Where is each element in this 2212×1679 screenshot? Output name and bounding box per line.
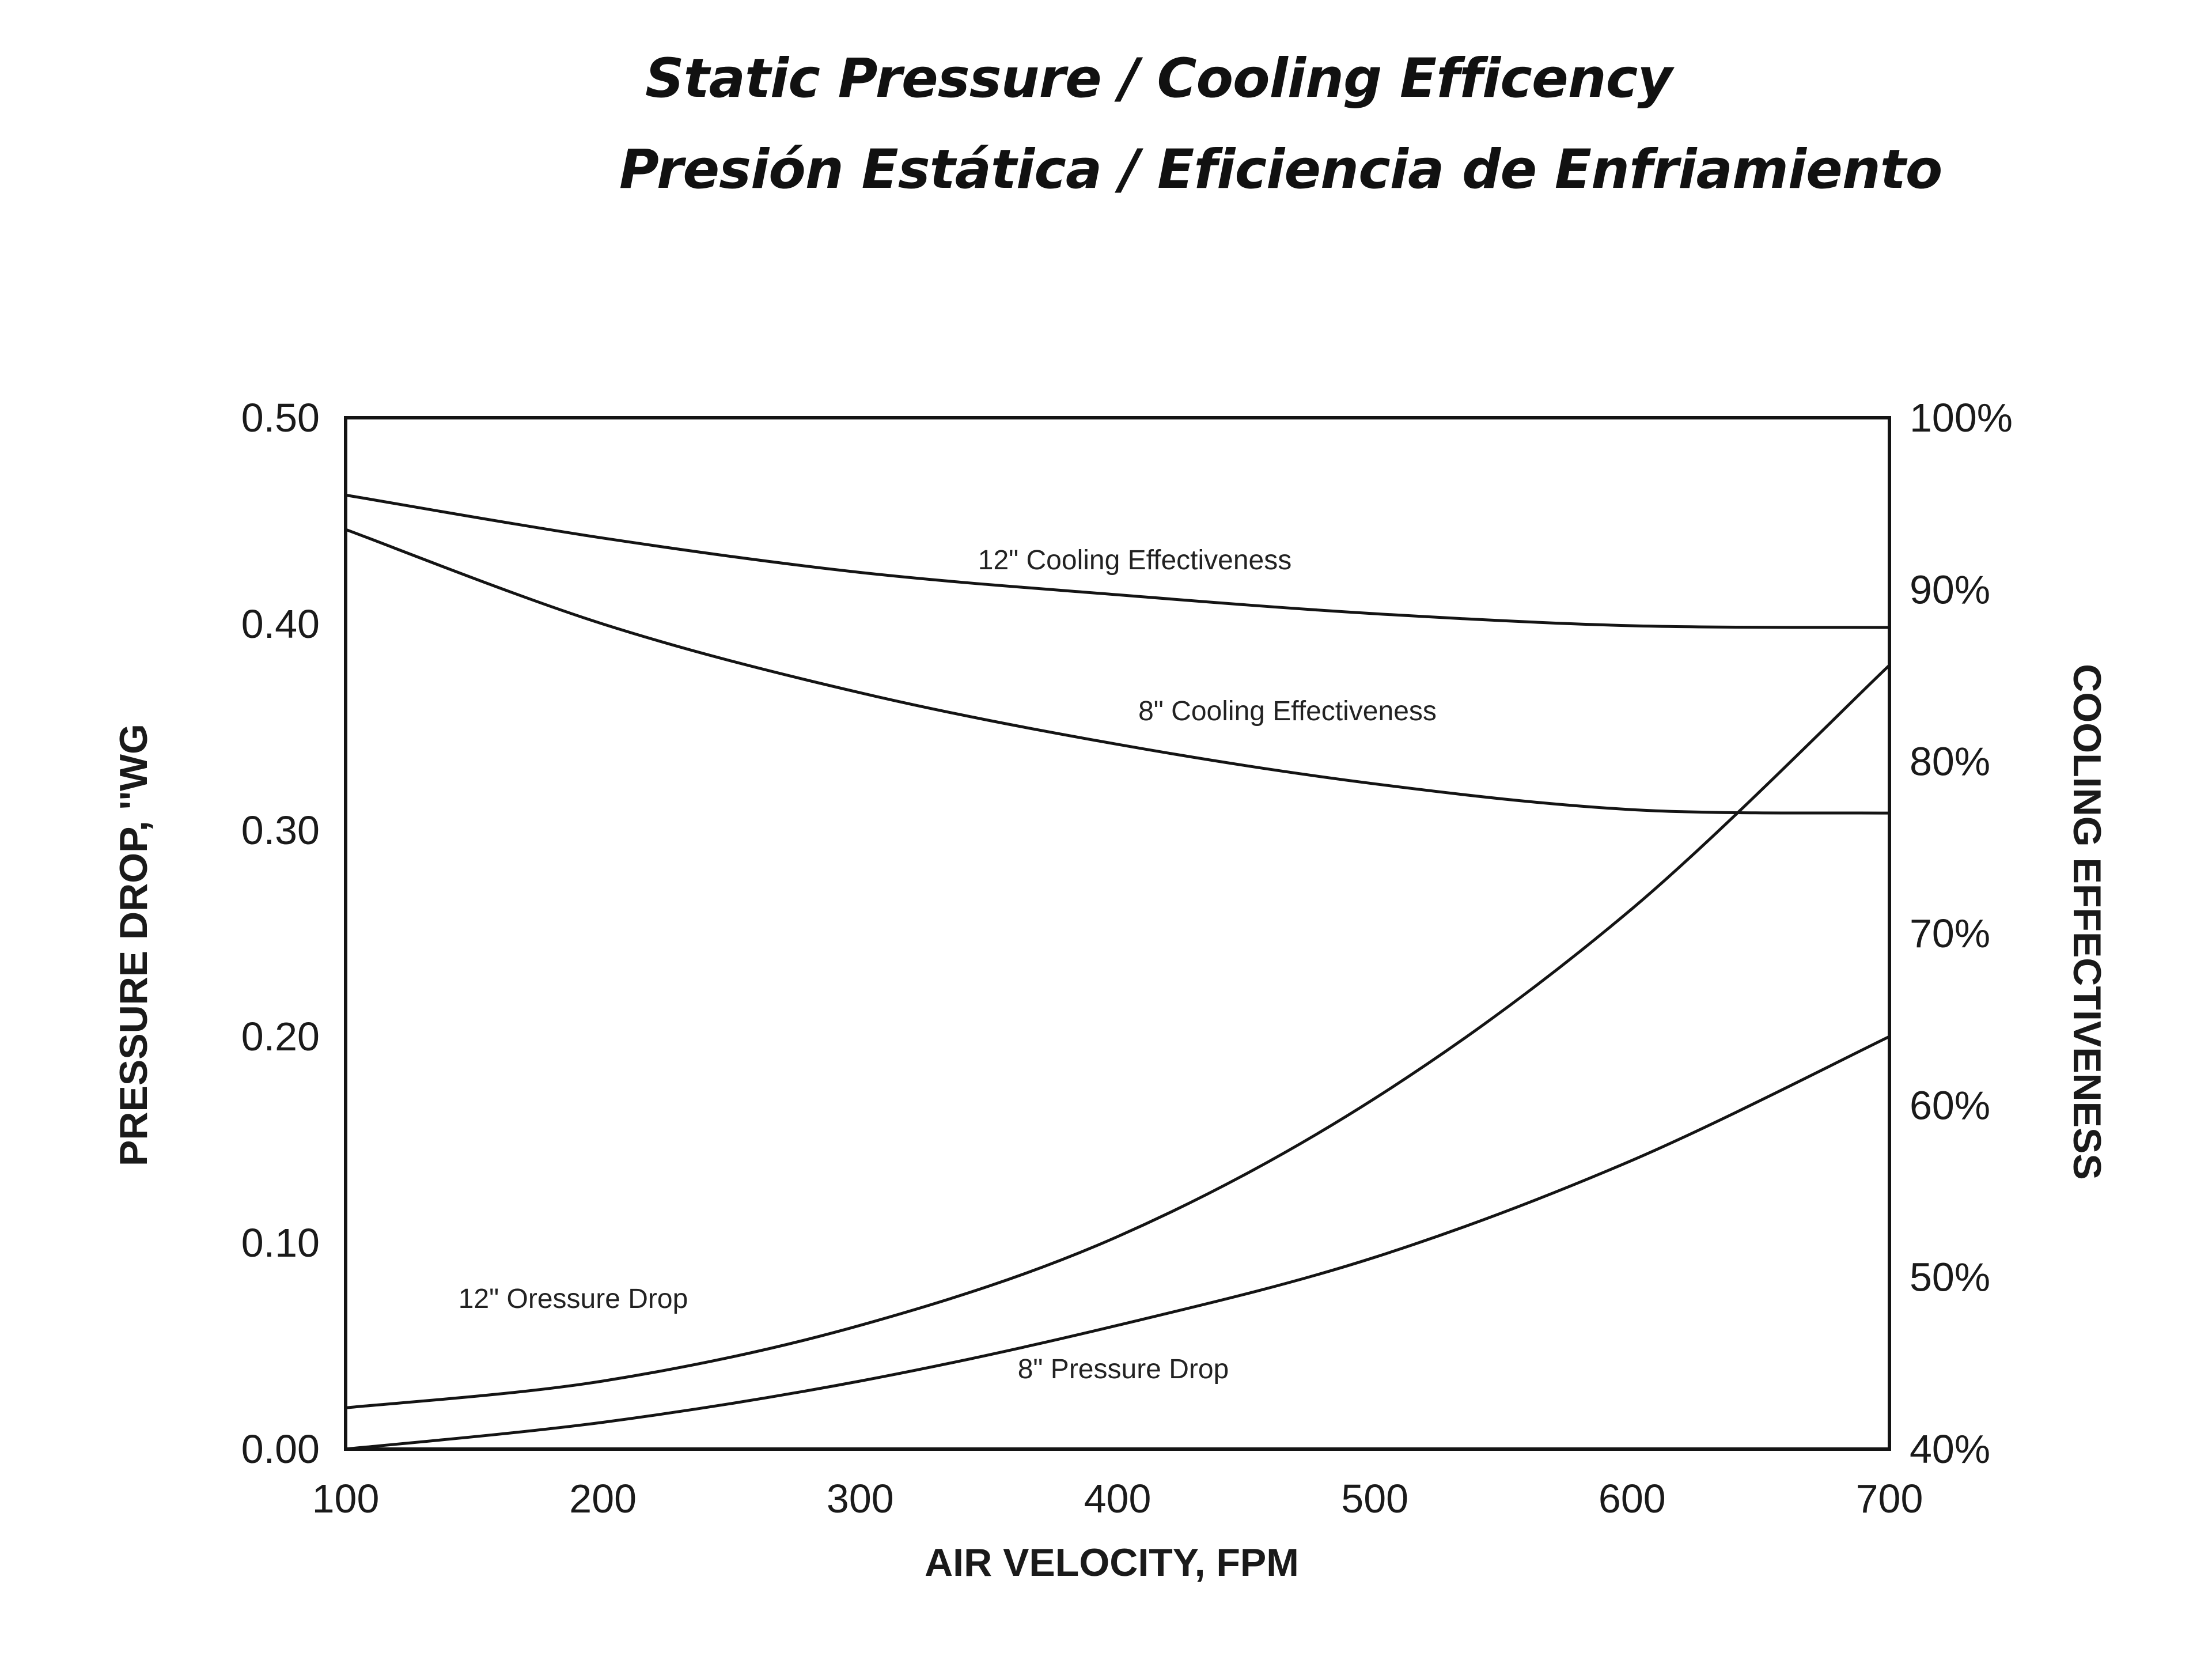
right-y-tick-label: 60% [1910, 1083, 1990, 1128]
left-y-axis-ticks: 0.00 0.10 0.20 0.30 0.40 0.50 [241, 395, 320, 1472]
left-y-tick-label: 0.50 [241, 395, 320, 440]
right-y-axis-title: COOLING EFFECTIVENESS [2065, 664, 2109, 1179]
right-y-tick-label: 40% [1910, 1427, 1990, 1472]
x-tick-label: 100 [312, 1476, 380, 1521]
left-y-axis-title: PRESSURE DROP, ''WG [112, 724, 156, 1166]
x-tick-label: 500 [1341, 1476, 1408, 1521]
series-labels: 12" Cooling Effectiveness 8" Cooling Effe… [459, 545, 1437, 1385]
x-tick-label: 400 [1084, 1476, 1152, 1521]
x-tick-label: 300 [827, 1476, 894, 1521]
right-y-tick-label: 70% [1910, 911, 1990, 956]
left-y-tick-label: 0.00 [241, 1427, 320, 1472]
label-12in-pressure-drop: 12" Oressure Drop [459, 1284, 688, 1314]
x-axis-title: AIR VELOCITY, FPM [925, 1541, 1299, 1585]
x-tick-label: 700 [1856, 1476, 1923, 1521]
right-y-tick-label: 50% [1910, 1255, 1990, 1300]
label-8in-pressure-drop: 8" Pressure Drop [1018, 1354, 1229, 1385]
line-8in-cooling-effectiveness [345, 528, 1890, 815]
line-8in-pressure-drop [345, 1035, 1891, 1451]
plot-area-frame [344, 416, 1891, 1451]
right-y-tick-label: 100% [1910, 395, 2013, 440]
line-12in-cooling-effectiveness [345, 493, 1890, 629]
chart-title: Static Pressure / Cooling Efficency [645, 47, 1673, 110]
label-12in-cooling-effectiveness: 12" Cooling Effectiveness [978, 545, 1291, 576]
left-y-tick-label: 0.20 [241, 1014, 320, 1059]
right-y-tick-label: 90% [1910, 567, 1990, 612]
x-tick-label: 200 [569, 1476, 637, 1521]
right-y-tick-label: 80% [1910, 739, 1990, 784]
left-y-tick-label: 0.40 [241, 602, 320, 646]
left-y-tick-label: 0.30 [241, 808, 320, 853]
chart-subtitle: Presión Estática / Eficiencia de Enfriam… [619, 138, 1942, 201]
x-tick-label: 600 [1599, 1476, 1666, 1521]
label-8in-cooling-effectiveness: 8" Cooling Effectiveness [1138, 696, 1437, 727]
right-y-axis-ticks: 40% 50% 60% 70% 80% 90% 100% [1910, 395, 2013, 1472]
x-axis-ticks: 100 200 300 400 500 600 700 [312, 1476, 1923, 1521]
line-12in-pressure-drop [345, 664, 1891, 1409]
left-y-tick-label: 0.10 [241, 1220, 320, 1265]
series-lines [345, 493, 1891, 1451]
